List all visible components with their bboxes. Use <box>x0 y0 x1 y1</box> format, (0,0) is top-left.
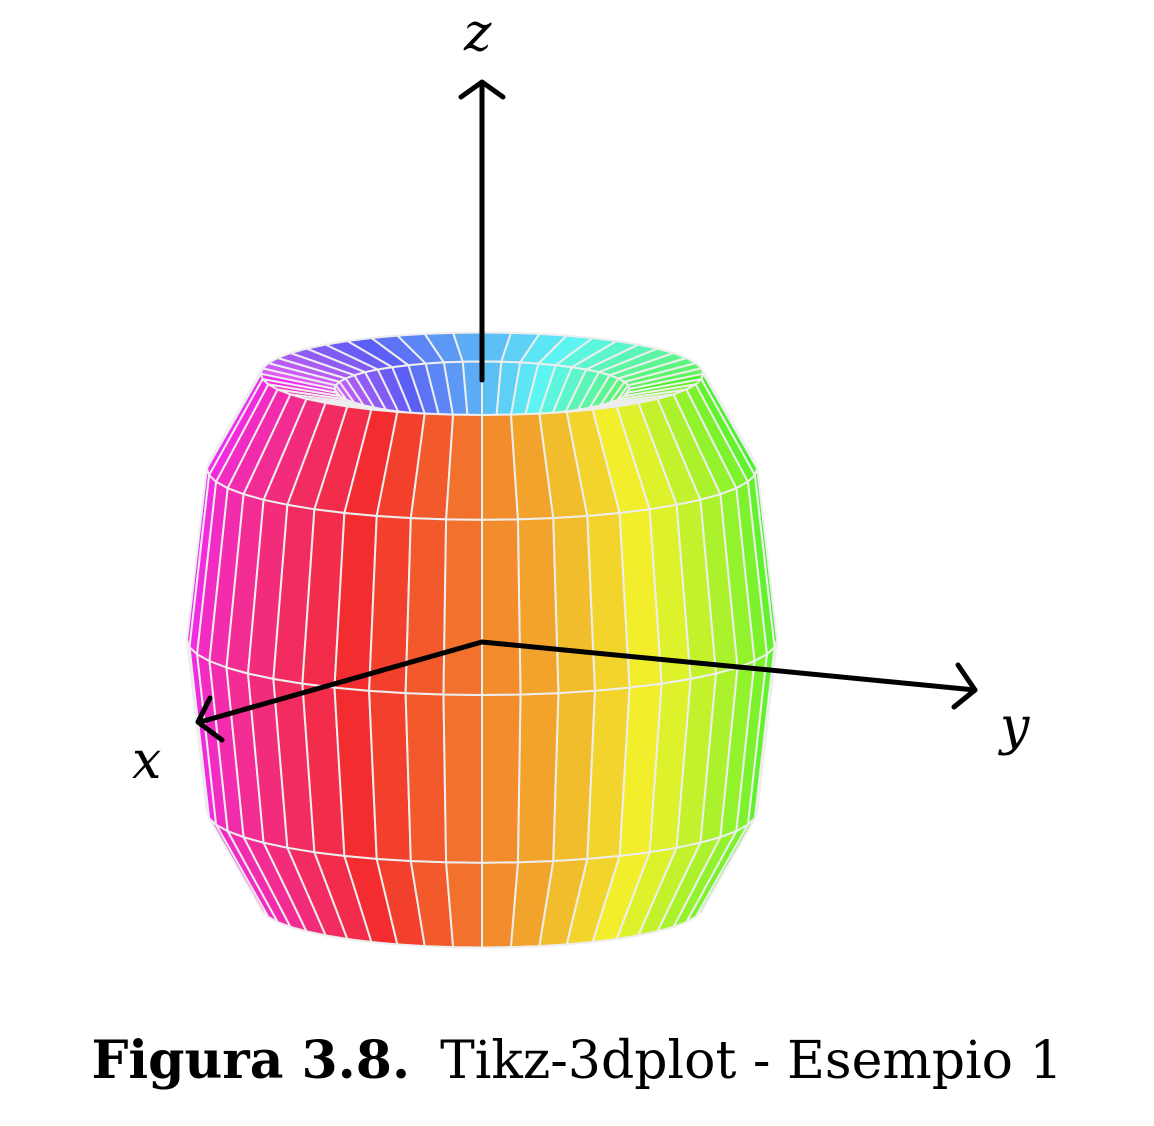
surface-facet <box>481 518 522 696</box>
surface-facet <box>445 413 483 521</box>
figure-caption: Figura 3.8. Tikz-3dplot - Esempio 1 <box>0 1030 1154 1091</box>
surface-facet <box>481 413 519 521</box>
z-axis <box>458 79 506 383</box>
surface-facet <box>442 518 483 696</box>
surface-facet <box>481 861 519 949</box>
surface-facet <box>442 693 483 864</box>
surface-facet <box>516 517 560 696</box>
surface-facet <box>368 689 412 862</box>
x-axis <box>195 639 485 743</box>
surface-facet <box>404 517 448 696</box>
z-axis-label: z <box>463 3 492 63</box>
upper-lobe-surface <box>186 331 778 696</box>
surface-facet <box>552 689 596 862</box>
y-axis-label: y <box>998 697 1030 757</box>
x-axis-line <box>197 639 485 725</box>
x-axis-arrowhead <box>195 695 225 743</box>
z-axis-arrowhead <box>458 79 506 100</box>
y-axis-line <box>479 639 978 693</box>
figure-number: Figura 3.8. <box>91 1030 411 1091</box>
surface-facet <box>516 692 560 864</box>
y-axis <box>479 639 978 710</box>
x-axis-label: x <box>132 731 161 791</box>
surface-facet <box>552 515 596 695</box>
surface-facet <box>445 861 483 949</box>
figure-title: Tikz-3dplot - Esempio 1 <box>440 1031 1063 1091</box>
surface-facet <box>404 692 448 864</box>
y-axis-arrowhead <box>951 662 978 710</box>
surface-facet <box>481 693 522 864</box>
